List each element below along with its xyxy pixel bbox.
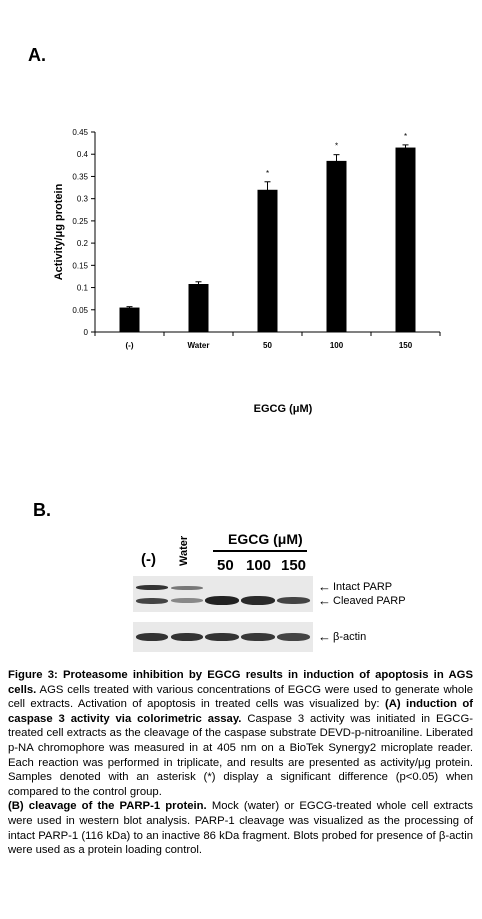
y-tick-label: 0.1: [77, 284, 89, 293]
cleaved-parp-text: Cleaved PARP: [333, 594, 406, 607]
y-axis-label: Activity/μg protein: [53, 183, 65, 280]
bar-4: [395, 147, 416, 332]
lane-label-150: 150: [281, 557, 307, 574]
chart-bars: * * *: [119, 132, 416, 332]
cleaved-band-100: [241, 596, 275, 605]
x-axis-label: EGCG (μM): [254, 403, 313, 415]
significance-marker: *: [404, 132, 407, 141]
lane-label-water: Water: [178, 535, 190, 566]
arrow-left-icon: ←: [318, 593, 331, 608]
bar-3: [326, 160, 347, 332]
intact-parp-text: Intact PARP: [333, 580, 393, 593]
arrow-left-icon: ←: [318, 579, 331, 594]
y-tick-label: 0.2: [77, 239, 89, 248]
caption-intro: AGS cells treated with various concentra…: [8, 683, 473, 711]
caption-part-a-text: Caspase 3 activity was initiated in EGCG…: [8, 712, 473, 798]
significance-marker: *: [335, 142, 338, 151]
actin-band-150: [277, 633, 310, 641]
actin-label: ← β-actin: [318, 629, 366, 644]
y-tick-label: 0.4: [77, 150, 89, 159]
lane-label-50: 50: [217, 557, 234, 574]
bar-0: [119, 307, 140, 332]
arrow-left-icon: ←: [318, 629, 331, 644]
y-tick-label: 0: [84, 328, 89, 337]
x-tick-label: 50: [263, 341, 272, 350]
figure-caption: Figure 3: Proteasome inhibition by EGCG …: [8, 668, 473, 858]
lane-label-100: 100: [246, 557, 272, 574]
actin-band-50: [205, 633, 239, 641]
actin-text: β-actin: [333, 630, 367, 643]
intact-band-water: [171, 586, 203, 590]
actin-blot: [133, 622, 313, 652]
x-tick-label: 100: [330, 341, 344, 350]
caspase-activity-chart: * * * 0 0.05 0.1 0.15 0.2 0.25 0.3 0.35 0.4 0.45 (-…: [53, 128, 441, 415]
actin-band-water: [171, 633, 203, 641]
chart-y-ticks: 0 0.05 0.1 0.15 0.2 0.25 0.3 0.35 0.4 0.45: [72, 128, 95, 337]
cleaved-parp-label: ← Cleaved PARP: [318, 593, 406, 608]
caption-part-a-title: (A) induction of caspase 3 activity via …: [8, 698, 473, 725]
egcg-header-line: [213, 550, 307, 552]
bar-2: [257, 189, 278, 332]
parp-blot: [133, 576, 313, 612]
actin-band-control: [136, 633, 168, 641]
lane-label-control: (-): [141, 551, 156, 568]
y-tick-label: 0.45: [72, 128, 88, 137]
chart-x-ticks: (-) Water 50 100 150: [94, 332, 441, 350]
significance-marker: *: [266, 169, 269, 178]
panel-a-label: A.: [28, 45, 46, 65]
actin-band-100: [241, 633, 275, 641]
y-tick-label: 0.25: [72, 217, 88, 226]
y-tick-label: 0.05: [72, 306, 88, 315]
bar-1: [188, 284, 209, 332]
figure-title: Figure 3: Proteasome inhibition by EGCG …: [8, 669, 473, 696]
cleaved-band-control: [136, 598, 168, 604]
x-tick-label: Water: [188, 341, 210, 350]
intact-band-control: [136, 585, 168, 590]
cleaved-band-150: [277, 597, 310, 604]
cleaved-band-50: [205, 596, 239, 605]
cleaved-band-water: [171, 598, 203, 603]
y-tick-label: 0.35: [72, 172, 88, 181]
y-tick-label: 0.15: [72, 261, 88, 270]
x-tick-label: 150: [399, 341, 413, 350]
caption-paragraph-a: Figure 3: Proteasome inhibition by EGCG …: [8, 668, 473, 799]
egcg-header: EGCG (μM): [228, 531, 303, 547]
intact-parp-label: ← Intact PARP: [318, 579, 392, 594]
panel-b-label: B.: [33, 500, 51, 520]
caption-paragraph-b: (B) cleavage of the PARP-1 protein. Mock…: [8, 799, 473, 857]
caption-part-b-text: Mock (water) or EGCG-treated whole cell …: [8, 800, 473, 857]
y-tick-label: 0.3: [77, 195, 89, 204]
x-tick-label: (-): [126, 341, 134, 350]
caption-part-b-title: (B) cleavage of the PARP-1 protein.: [8, 800, 207, 813]
